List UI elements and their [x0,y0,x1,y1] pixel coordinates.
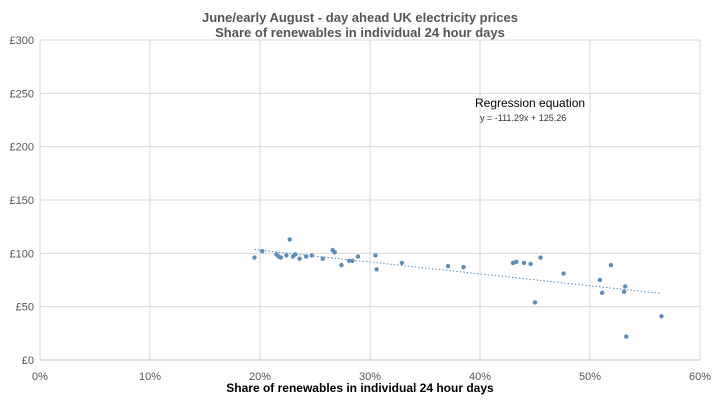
data-point [461,265,466,270]
data-points [252,237,664,339]
data-point [278,255,284,260]
trendline [254,249,662,294]
regression-title: Regression equation [475,96,585,110]
x-tick-label: 20% [249,371,271,383]
data-point [624,334,629,339]
x-axis-ticks: 0% 10% 20% 30% 40% 50% 60% [32,371,711,383]
data-point [287,237,292,242]
chart-title-line-1: June/early August - day ahead UK electri… [202,10,518,25]
x-tick-label: 40% [469,371,491,383]
data-point [293,252,298,257]
data-point [597,277,603,283]
y-tick-label: £250 [10,88,34,100]
gridlines [40,39,701,360]
data-point [355,254,361,259]
trendline-group [254,249,662,294]
data-point [284,253,289,258]
x-tick-label: 60% [689,371,711,383]
data-point [320,256,325,261]
data-point [350,258,355,263]
data-point [260,249,265,254]
y-tick-label: £150 [10,195,34,207]
data-point [445,263,451,269]
x-axis-label: Share of renewables in individual 24 hou… [226,381,494,395]
data-point [510,260,516,266]
y-tick-label: £50 [16,302,34,314]
data-point [332,250,337,255]
data-point [608,262,614,268]
x-tick-label: 50% [579,371,601,383]
y-tick-label: £300 [10,35,34,47]
data-point [399,260,405,266]
data-point [514,259,519,265]
data-point [528,261,533,267]
data-point [252,255,257,260]
chart-title-line-2: Share of renewables in individual 24 hou… [215,25,505,40]
data-point [297,256,302,261]
data-point [304,254,309,259]
data-point [621,289,627,294]
x-tick-label: 10% [139,371,161,383]
data-point [339,262,344,268]
data-point [538,255,543,260]
axes [39,40,700,361]
data-point [659,314,664,319]
x-tick-label: 30% [359,371,381,383]
data-point [521,260,527,266]
data-point [374,267,379,272]
y-tick-label: £200 [10,142,34,154]
data-point [309,253,314,258]
y-tick-label: £0 [22,355,34,367]
y-tick-label: £100 [10,248,34,260]
x-tick-label: 0% [32,371,48,383]
data-point [561,271,566,276]
data-point [532,300,538,305]
data-point [623,284,628,289]
data-point [373,253,378,258]
regression-equation: y = -111.29x + 125.26 [480,113,566,123]
data-point [599,290,605,295]
data-point [346,258,352,263]
y-axis-ticks: £0 £50 £100 £150 £200 £250 £300 [10,35,34,367]
